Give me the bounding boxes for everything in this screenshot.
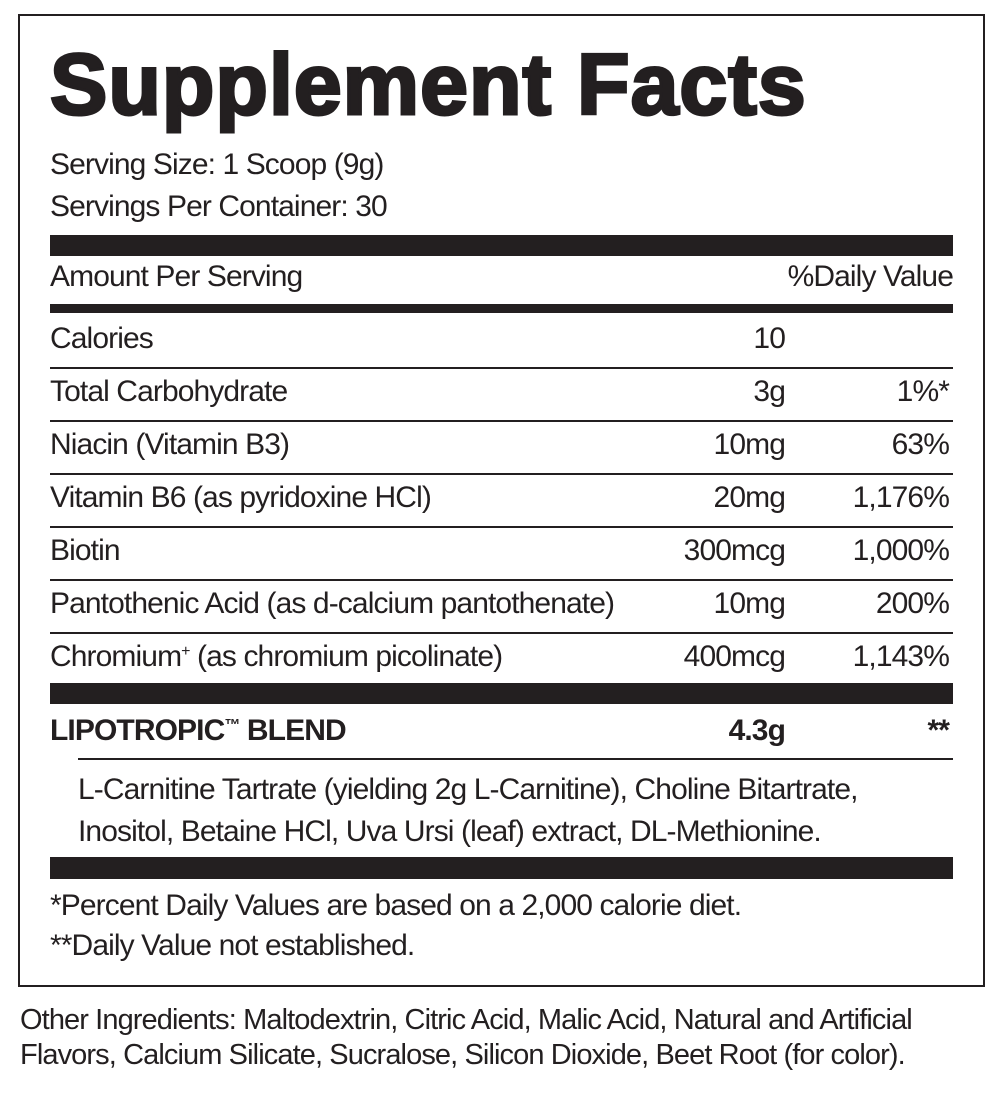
nutrient-row-calories: Calories 10 [50, 314, 953, 367]
servings-per-container: Servings Per Container: 30 [50, 190, 388, 223]
daily-value-label: %Daily Value [787, 260, 954, 293]
other-ingredients-line: Flavors, Calcium Silicate, Sucralose, Si… [20, 1039, 906, 1071]
blend-name-main: LIPOTROPIC [50, 714, 225, 747]
blend-row: LIPOTROPIC™ BLEND 4.3g ** [50, 706, 953, 759]
thick-divider [50, 235, 953, 256]
amount-per-serving-label: Amount Per Serving [50, 260, 303, 293]
nutrient-amount: 10mg [713, 587, 786, 620]
blend-ingredients-line: L-Carnitine Tartrate (yielding 2g L-Carn… [78, 773, 858, 806]
blend-dv: ** [927, 714, 949, 747]
nutrient-name: Vitamin B6 (as pyridoxine HCl) [50, 481, 432, 514]
row-divider [50, 420, 953, 422]
nutrient-name: Chromium+ (as chromium picolinate) [50, 640, 503, 673]
nutrient-dv: 200% [875, 587, 950, 620]
blend-name: LIPOTROPIC™ BLEND [50, 714, 347, 747]
nutrient-amount: 300mcg [683, 534, 786, 567]
nutrient-dv: 1,176% [852, 481, 950, 514]
nutrient-amount: 400mcg [683, 640, 786, 673]
row-divider [50, 579, 953, 581]
nutrient-row: Pantothenic Acid (as d-calcium pantothen… [50, 579, 953, 632]
nutrient-dv: 63% [891, 428, 950, 461]
medium-divider [50, 304, 953, 313]
blend-ingredients-line: Inositol, Betaine HCl, Uva Ursi (leaf) e… [78, 815, 822, 848]
nutrient-amount: 10mg [713, 428, 786, 461]
row-divider [50, 367, 953, 369]
nutrient-name: Pantothenic Acid (as d-calcium pantothen… [50, 587, 615, 620]
nutrient-name-main: Chromium [50, 640, 182, 673]
nutrient-row: Total Carbohydrate 3g 1%* [50, 367, 953, 420]
blend-name-rest: BLEND [239, 714, 347, 747]
footnote-percent-dv: *Percent Daily Values are based on a 2,0… [50, 889, 742, 922]
nutrient-name-source: (as chromium picolinate) [189, 640, 503, 673]
row-divider [50, 473, 953, 475]
nutrient-name: Biotin [50, 534, 121, 567]
thick-divider [50, 857, 953, 879]
footnote-dv-not-established: **Daily Value not established. [50, 929, 415, 962]
nutrient-amount: 3g [753, 375, 785, 408]
serving-size: Serving Size: 1 Scoop (9g) [50, 148, 384, 181]
plus-mark: + [181, 643, 190, 660]
trademark-mark: ™ [224, 717, 240, 734]
nutrient-row: Vitamin B6 (as pyridoxine HCl) 20mg 1,17… [50, 473, 953, 526]
nutrient-name: Total Carbohydrate [50, 375, 288, 408]
nutrient-name: Calories [50, 322, 154, 355]
nutrient-amount: 20mg [713, 481, 786, 514]
thick-divider [50, 683, 953, 704]
panel-title: Supplement Facts [49, 37, 808, 133]
nutrient-name: Niacin (Vitamin B3) [50, 428, 290, 461]
row-divider [50, 526, 953, 528]
nutrient-dv: 1,000% [852, 534, 950, 567]
nutrient-row: Biotin 300mcg 1,000% [50, 526, 953, 579]
other-ingredients-line: Other Ingredients: Maltodextrin, Citric … [20, 1004, 913, 1036]
row-divider [50, 632, 953, 634]
supplement-facts-panel: Supplement Facts Serving Size: 1 Scoop (… [18, 14, 985, 987]
nutrient-row: Niacin (Vitamin B3) 10mg 63% [50, 420, 953, 473]
blend-amount: 4.3g [728, 714, 786, 747]
nutrient-row: Chromium+ (as chromium picolinate) 400mc… [50, 632, 953, 685]
nutrient-dv: 1,143% [852, 640, 950, 673]
nutrient-amount: 10 [753, 322, 785, 355]
nutrient-dv: 1%* [896, 375, 950, 408]
blend-divider [78, 758, 953, 760]
